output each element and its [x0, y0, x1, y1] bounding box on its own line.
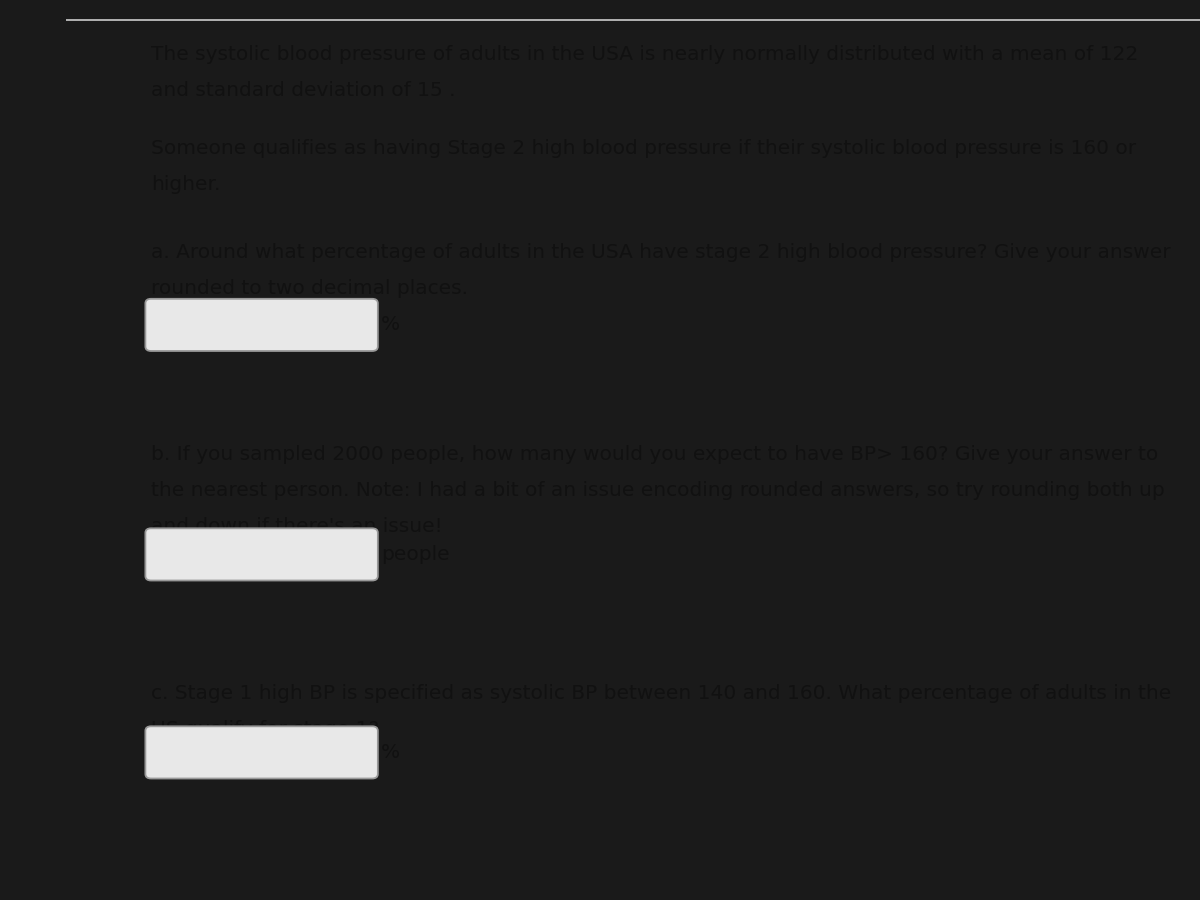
Text: US qualify for stage 1?: US qualify for stage 1? — [151, 720, 379, 739]
Text: and down if there's an issue!: and down if there's an issue! — [151, 518, 443, 536]
Text: the nearest person. Note: I had a bit of an issue encoding rounded answers, so t: the nearest person. Note: I had a bit of… — [151, 482, 1165, 500]
FancyBboxPatch shape — [145, 726, 378, 778]
Text: a. Around what percentage of adults in the USA have stage 2 high blood pressure?: a. Around what percentage of adults in t… — [151, 243, 1171, 262]
Text: %: % — [382, 742, 401, 762]
Text: %: % — [382, 315, 401, 335]
FancyBboxPatch shape — [145, 528, 378, 580]
Text: people: people — [382, 544, 450, 564]
FancyBboxPatch shape — [145, 299, 378, 351]
Text: The systolic blood pressure of adults in the USA is nearly normally distributed : The systolic blood pressure of adults in… — [151, 45, 1139, 64]
Text: higher.: higher. — [151, 176, 221, 194]
Text: rounded to two decimal places.: rounded to two decimal places. — [151, 279, 468, 298]
Text: c. Stage 1 high BP is specified as systolic BP between 140 and 160. What percent: c. Stage 1 high BP is specified as systo… — [151, 684, 1171, 703]
Text: Someone qualifies as having Stage 2 high blood pressure if their systolic blood : Someone qualifies as having Stage 2 high… — [151, 140, 1136, 158]
Text: and standard deviation of 15 .: and standard deviation of 15 . — [151, 81, 456, 100]
Text: b. If you sampled 2000 people, how many would you expect to have BP> 160? Give y: b. If you sampled 2000 people, how many … — [151, 446, 1158, 464]
